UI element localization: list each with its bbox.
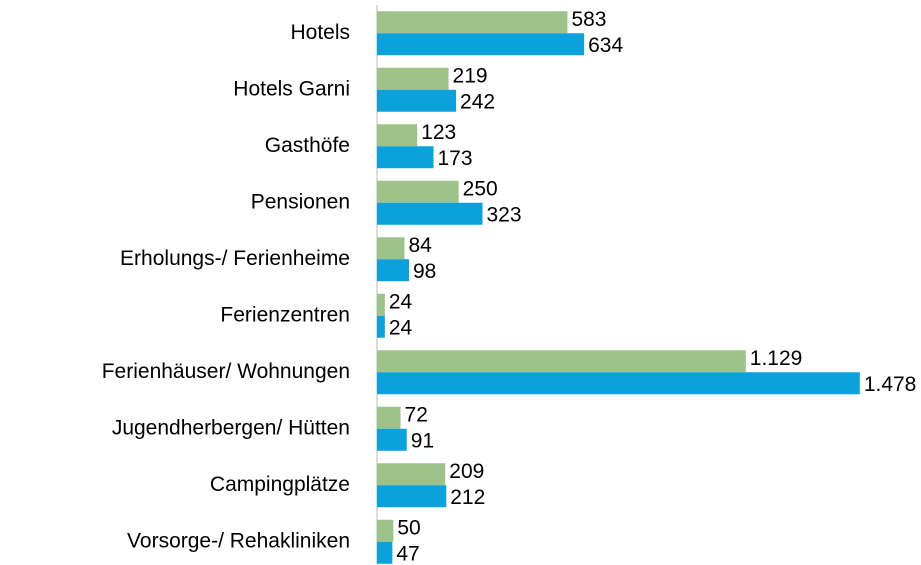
- value-label: 84: [408, 234, 432, 257]
- bar: [377, 237, 405, 260]
- value-label: 323: [487, 203, 522, 226]
- value-label: 1.478: [864, 373, 917, 396]
- category-label: Ferienhäuser/ Wohnungen: [102, 360, 350, 383]
- value-label: 50: [397, 516, 420, 539]
- value-label: 250: [463, 177, 498, 200]
- category-label: Gasthöfe: [265, 134, 350, 157]
- value-label: 212: [450, 486, 485, 509]
- bar: [377, 519, 394, 542]
- bar: [377, 315, 385, 338]
- category-label: Pensionen: [251, 190, 350, 213]
- value-label: 123: [421, 121, 456, 144]
- category-label: Ferienzentren: [220, 303, 350, 326]
- category-label: Hotels Garni: [233, 77, 350, 100]
- bar: [377, 293, 385, 316]
- category-label: Erholungs-/ Ferienheime: [120, 247, 350, 270]
- value-label: 98: [413, 260, 436, 283]
- bar: [377, 350, 746, 373]
- value-label: 91: [411, 429, 434, 452]
- value-label: 209: [449, 460, 484, 483]
- value-label: 72: [405, 403, 428, 426]
- value-label: 634: [588, 34, 623, 57]
- category-label: Jugendherbergen/ Hütten: [112, 416, 350, 439]
- bar: [377, 124, 418, 147]
- value-label: 173: [438, 147, 473, 170]
- bar: [377, 372, 860, 395]
- bar: [377, 180, 459, 203]
- value-label: 24: [389, 290, 413, 313]
- bar: [377, 33, 585, 56]
- bar: [377, 406, 401, 429]
- value-label: 583: [571, 8, 606, 31]
- bar: [377, 89, 457, 112]
- value-label: 219: [453, 64, 488, 87]
- value-label: 24: [389, 316, 413, 339]
- bar: [377, 202, 483, 225]
- value-label: 1.129: [750, 347, 803, 370]
- category-label: Hotels: [290, 21, 350, 44]
- bar: [377, 485, 447, 508]
- bar: [377, 146, 434, 169]
- value-label: 242: [460, 90, 495, 113]
- bar: [377, 463, 446, 486]
- bar: [377, 11, 568, 34]
- bar: [377, 541, 393, 564]
- bar: [377, 428, 407, 451]
- category-label: Vorsorge-/ Rehakliniken: [127, 529, 350, 552]
- bar: [377, 67, 449, 90]
- category-label: Campingplätze: [210, 473, 350, 496]
- value-label: 47: [396, 542, 419, 565]
- bar: [377, 259, 410, 282]
